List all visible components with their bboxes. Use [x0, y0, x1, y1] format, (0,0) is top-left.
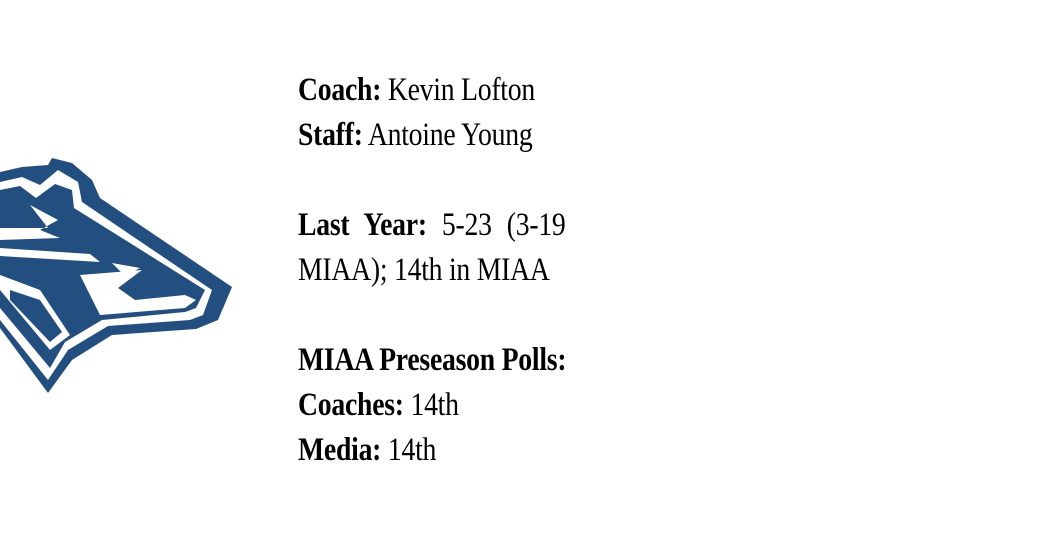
- staff-label: Staff:: [298, 117, 363, 153]
- coach-value: Kevin Lofton: [387, 72, 535, 108]
- staff-value: Antoine Young: [367, 117, 533, 153]
- wolf-head-logo-icon: [0, 158, 232, 393]
- last-year-label: Last Year:: [298, 207, 427, 243]
- coaches-label: Coaches:: [298, 387, 404, 423]
- staff-line: Staff: Antoine Young: [298, 113, 566, 158]
- polls-heading-line: MIAA Preseason Polls:: [298, 338, 567, 383]
- polls-heading: MIAA Preseason Polls:: [298, 342, 567, 378]
- last-year-line-cont: MIAA); 14th in MIAA: [298, 248, 566, 293]
- coach-line: Coach: Kevin Lofton: [298, 68, 566, 113]
- coach-label: Coach:: [298, 72, 382, 108]
- team-info: Coach: Kevin Lofton Staff: Antoine Young…: [298, 68, 617, 473]
- coaches-poll-line: Coaches: 14th: [298, 383, 566, 428]
- coaches-value: 14th: [410, 387, 459, 423]
- media-label: Media:: [298, 432, 382, 468]
- last-year-value-cont: MIAA); 14th in MIAA: [298, 252, 550, 288]
- media-value: 14th: [387, 432, 437, 468]
- media-poll-line: Media: 14th: [298, 428, 566, 473]
- last-year-value: 5-23 (3-19: [441, 207, 566, 243]
- last-year-line: Last Year: 5-23 (3-19: [298, 203, 566, 248]
